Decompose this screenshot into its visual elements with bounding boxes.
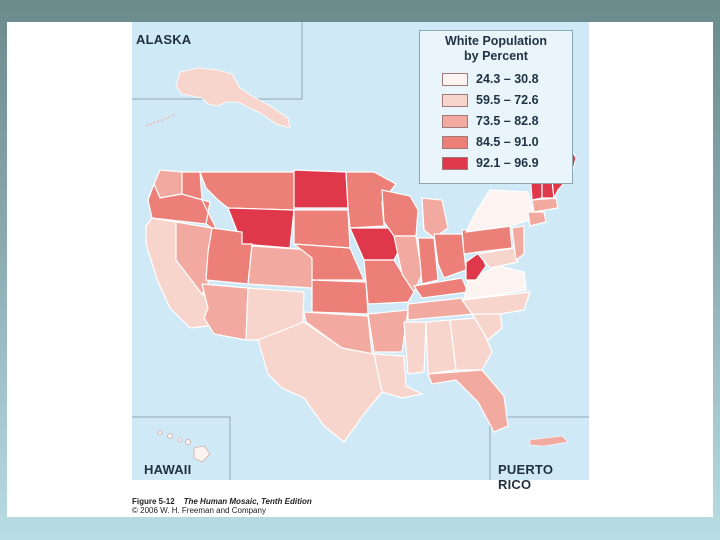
state-alaska [175,67,291,129]
state-maryland [476,247,519,269]
hawaii-inset-frame [132,416,231,480]
state-north-dakota [293,169,349,209]
legend-item: 84.5 – 91.0 [442,135,570,150]
state-missouri [363,259,415,305]
legend-label: 92.1 – 96.9 [476,156,539,170]
book-title: The Human Mosaic, Tenth Edition [183,497,312,506]
legend-item: 59.5 – 72.6 [442,93,570,108]
state-ohio [433,233,467,279]
aleutian-islands [145,113,177,127]
legend-label: 84.5 – 91.0 [476,135,539,149]
state-mississippi [403,321,427,375]
legend-title-line2: by Percent [464,49,528,63]
puerto-rico-label: PUERTO RICO [498,462,554,492]
state-florida [427,369,509,433]
legend-label: 24.3 – 30.8 [476,72,539,86]
figure-caption: Figure 5-12 The Human Mosaic, Tenth Edit… [132,497,312,515]
state-illinois [393,235,423,294]
us-choropleth-map: ALASKA HAWAII PUERTO RICO White Populati… [132,22,589,492]
map-legend: White Population by Percent 24.3 – 30.8 … [419,30,573,184]
state-michigan [421,197,449,239]
legend-swatch [442,136,468,149]
legend-item: 24.3 – 30.8 [442,72,570,87]
state-colorado [247,245,313,289]
legend-swatch [442,157,468,170]
legend-swatch [442,73,468,86]
legend-label: 59.5 – 72.6 [476,93,539,107]
figure-number: Figure 5-12 [132,497,175,506]
hawaii-label: HAWAII [144,462,192,477]
state-new-jersey [511,225,525,262]
state-indiana [417,237,439,285]
legend-swatch [442,115,468,128]
legend-item: 73.5 – 82.8 [442,114,570,129]
state-texas [257,321,383,443]
legend-label: 73.5 – 82.8 [476,114,539,128]
alaska-inset-frame [132,22,303,100]
state-arkansas [367,309,409,353]
territory-puerto-rico [529,435,569,447]
conterminous-us [145,139,577,443]
state-georgia [449,317,493,371]
legend-title-line1: White Population [444,34,548,48]
state-massachusetts [531,197,559,213]
state-hawaii [157,430,211,463]
legend-title: White Population by Percent [420,34,572,64]
state-louisiana [373,353,424,399]
state-arizona [201,283,249,341]
legend-swatch [442,94,468,107]
alaska-label: ALASKA [136,32,192,47]
state-connecticut [527,211,547,227]
state-south-dakota [293,209,351,249]
state-kansas [311,279,369,315]
state-nebraska [292,243,365,281]
legend-item: 92.1 – 96.9 [442,156,570,171]
state-montana [199,171,295,211]
state-north-carolina [460,291,531,315]
copyright-line: © 2006 W. H. Freeman and Company [132,506,266,515]
state-new-york [464,189,535,233]
state-virginia [463,265,527,301]
